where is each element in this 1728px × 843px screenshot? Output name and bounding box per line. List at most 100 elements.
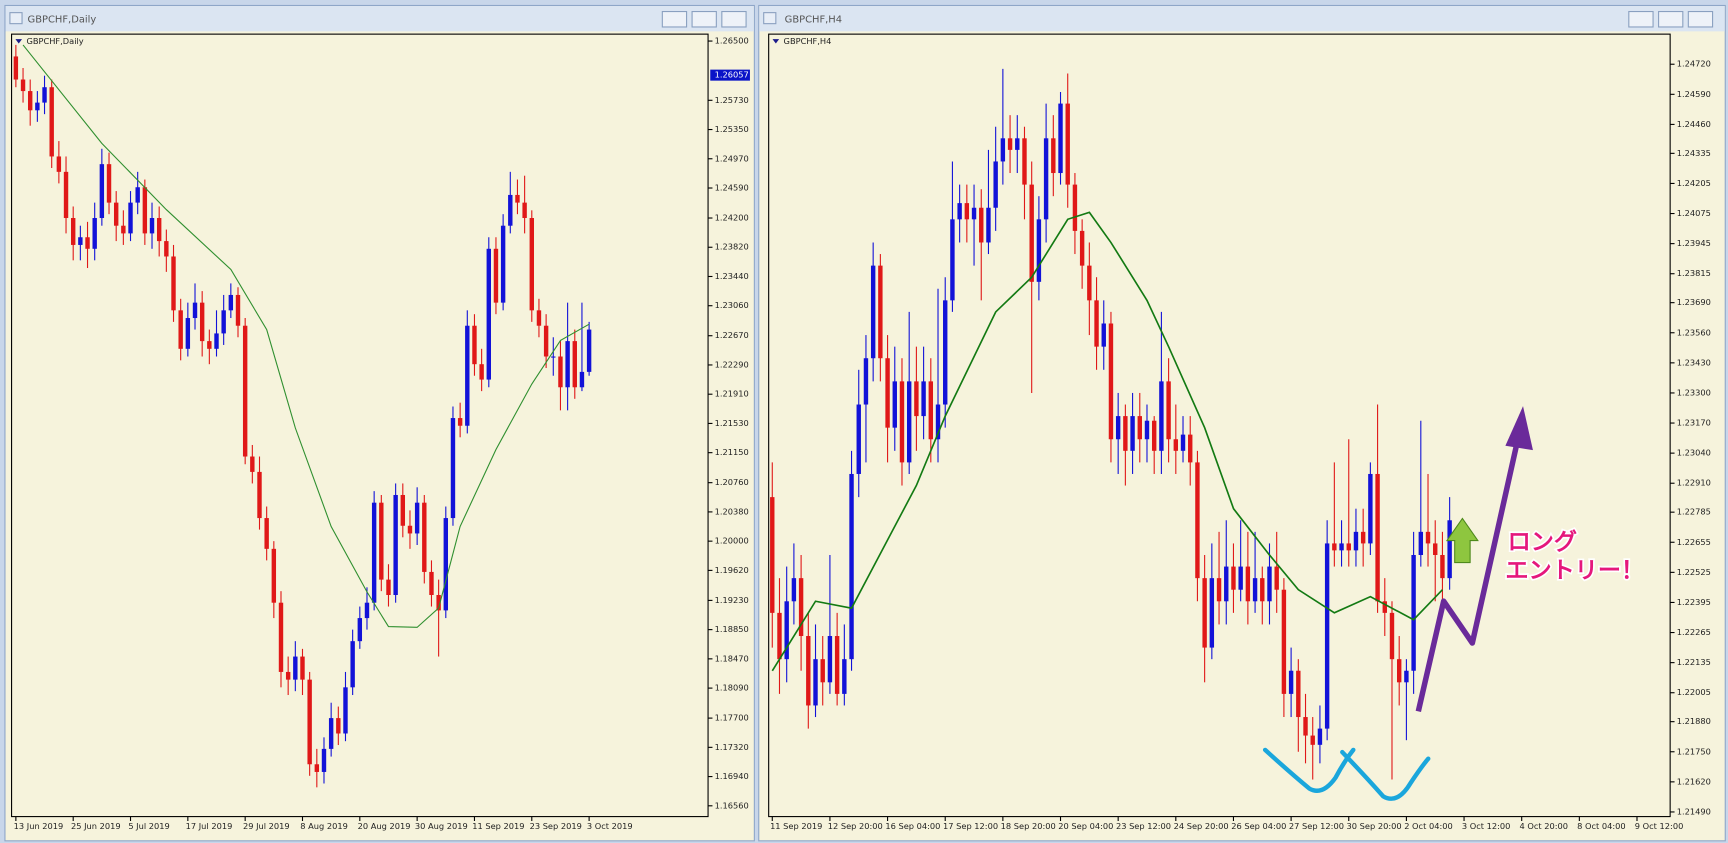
candle-body [443,518,449,611]
candle-body [586,329,592,372]
candle-body [1180,434,1186,451]
y-tick-label: 1.24720 [1677,59,1711,69]
candle-body [1368,473,1373,544]
y-tick-label: 1.22135 [1677,657,1711,667]
candle-body [92,218,97,249]
window-icon [763,12,777,25]
y-tick-label: 1.17320 [715,742,749,752]
candle-body [264,518,269,549]
minimize-button[interactable] [661,10,688,28]
y-tick-label: 1.23040 [1677,448,1711,458]
x-tick-label: 29 Jul 2019 [243,821,290,831]
candle-body [899,381,905,463]
candle-body [235,294,241,326]
candle-body [1231,566,1236,590]
close-button[interactable] [721,10,747,28]
moving-average [771,211,1444,672]
candle-body [300,656,305,680]
candle-body [979,207,984,243]
candle-body [921,381,926,417]
candle-body [1173,439,1179,451]
candle-body [935,404,941,440]
candle-body [1433,543,1438,555]
candle-body [928,381,934,440]
candle-body [164,241,169,257]
candle-body [529,218,534,311]
candle-body [128,202,133,234]
y-tick-label: 1.24205 [1677,178,1711,188]
annotation: エントリー！ [1505,558,1644,584]
candle-body [250,456,255,472]
x-tick-label: 8 Aug 2019 [300,821,348,831]
x-tick-label: 20 Aug 2019 [358,821,411,831]
candle-body [1043,138,1049,220]
y-tick-label: 1.19230 [715,595,749,605]
candle-body [1108,323,1114,440]
minimize-button[interactable] [1628,10,1654,28]
candle-body [986,207,991,243]
y-tick-label: 1.24590 [715,183,749,193]
candle-body [479,364,484,380]
candle-body [1151,420,1157,451]
y-tick-label: 1.24200 [715,213,749,223]
candle-body [450,418,456,519]
y-tick-label: 1.26500 [715,36,749,46]
candle-body [806,636,811,706]
maximize-button[interactable] [1658,10,1684,28]
candle-body [1404,670,1409,683]
candle-body [1447,520,1452,579]
y-tick-label: 1.25730 [715,95,749,105]
candle-body [892,381,897,428]
y-tick-label: 1.24970 [715,153,749,163]
candle-body [242,325,248,457]
title-bar [759,6,1725,32]
candle-body [1418,531,1424,555]
candle-body [1382,601,1387,613]
candle-body [56,156,62,172]
y-tick-label: 1.18090 [715,683,749,693]
y-tick-label: 1.17700 [715,713,749,723]
candle-body [827,636,833,683]
candle-body [386,579,391,596]
candle-body [1058,103,1063,174]
candle-body [113,202,119,226]
candle-body [271,548,277,603]
candle-body [350,641,355,688]
candle-body [914,381,919,417]
window-h4: GBPCHF,H4 GBPCHF,H4 1.24720 1.24590 1.2446… [758,4,1726,842]
y-tick-label: 1.25350 [715,124,749,134]
candle-body [85,237,90,249]
y-tick-label: 1.23300 [1677,387,1711,397]
y-tick-label: 1.16940 [715,771,749,781]
candle-body [777,612,782,660]
candle-body [422,502,427,572]
candle-body [784,601,789,660]
candle-body [1115,416,1121,440]
candle-body [1224,566,1229,602]
maximize-button[interactable] [691,10,717,28]
y-tick-label: 1.18470 [715,653,749,663]
window-title: GBPCHF,H4 [785,14,842,25]
y-tick-label: 1.22395 [1677,597,1711,607]
y-tick-label: 1.21620 [1677,776,1711,786]
bottom-mark [1262,747,1356,793]
candle-body [950,219,955,301]
y-tick-label: 1.21910 [715,389,749,399]
candle-body [149,218,155,234]
close-button[interactable] [1687,10,1714,28]
y-tick-label: 1.23440 [715,271,749,281]
candle-body [1317,728,1323,745]
candle-body [1396,659,1402,683]
menu-arrow [15,39,23,44]
candle-body [407,525,413,534]
candle-body [42,87,47,103]
candle-body [307,679,312,765]
candle-body [192,302,198,319]
candle-body [863,358,869,405]
candle-body [13,56,19,80]
y-tick-label: 1.24590 [1677,89,1711,99]
y-tick-label: 1.23560 [1677,327,1711,337]
candle-body [1360,531,1366,544]
candle-body [343,687,348,734]
